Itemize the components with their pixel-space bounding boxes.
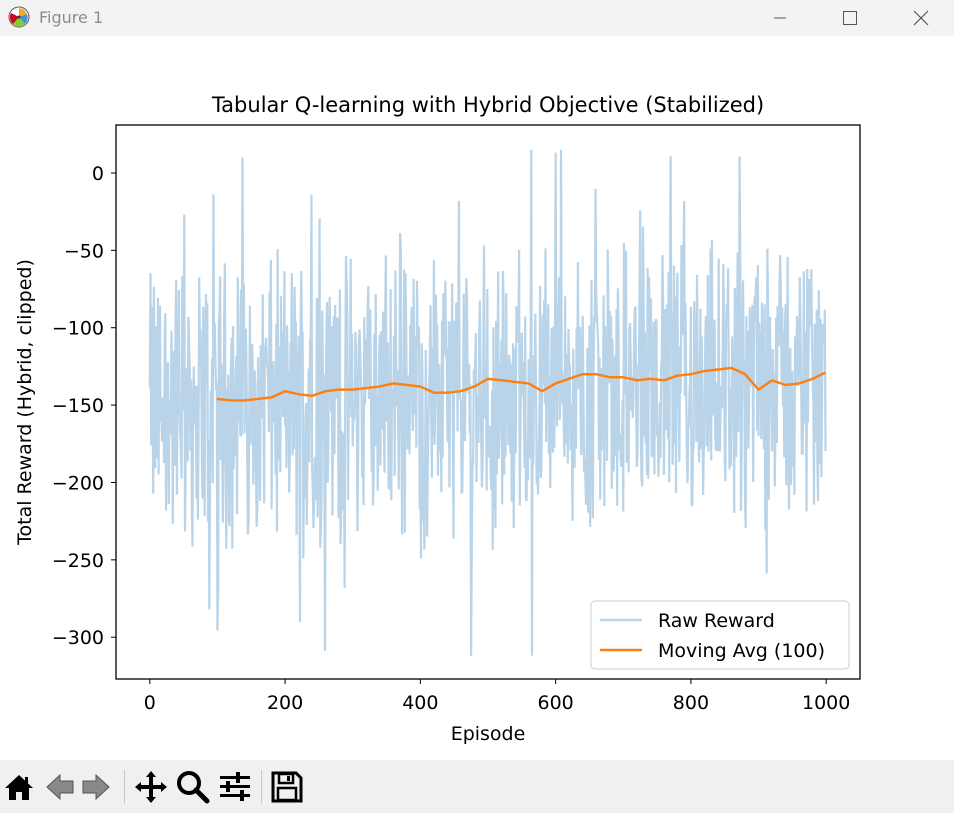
home-button[interactable]	[0, 768, 38, 806]
y-tick-label: −150	[52, 395, 104, 417]
save-icon	[271, 771, 303, 803]
window-title: Figure 1	[39, 8, 104, 27]
axes-frame	[115, 124, 861, 680]
y-tick-label: −250	[52, 550, 104, 572]
zoom-icon	[177, 771, 210, 804]
legend-moving-avg-label: Moving Avg (100)	[658, 640, 825, 662]
minimize-icon	[774, 17, 786, 19]
y-tick-label: −200	[52, 472, 104, 494]
legend-box	[590, 600, 850, 670]
chart-svg: Tabular Q-learning with Hybrid Objective…	[14, 93, 861, 745]
toolbar-separator	[124, 770, 125, 804]
forward-button[interactable]	[78, 768, 116, 806]
pan-button[interactable]	[132, 768, 170, 806]
y-tick-label: −50	[64, 240, 104, 262]
legend-raw-label: Raw Reward	[658, 610, 775, 632]
home-icon	[5, 775, 33, 800]
title-bar[interactable]: Figure 1	[0, 0, 954, 36]
y-axis-label: Total Reward (Hybrid, clipped)	[14, 259, 36, 546]
y-tick-label: −300	[52, 627, 104, 649]
zoom-button[interactable]	[174, 768, 212, 806]
y-tick-label: −100	[52, 318, 104, 340]
series-moving-avg-line	[216, 366, 827, 402]
pan-icon	[135, 771, 167, 803]
matplotlib-logo-icon	[8, 6, 30, 28]
x-axis-label: Episode	[451, 723, 526, 745]
minimize-button[interactable]	[757, 0, 803, 36]
forward-icon	[82, 773, 110, 801]
maximize-icon	[843, 11, 857, 25]
figure-canvas[interactable]: Tabular Q-learning with Hybrid Objective…	[0, 36, 954, 760]
x-tick-label: 200	[267, 692, 303, 714]
maximize-button[interactable]	[827, 0, 873, 36]
legend: Raw Reward Moving Avg (100)	[590, 600, 850, 670]
configure-subplots-icon	[220, 772, 250, 801]
close-button[interactable]	[898, 0, 944, 36]
back-button[interactable]	[40, 768, 78, 806]
close-icon	[913, 10, 929, 26]
x-tick-label: 0	[144, 692, 156, 714]
x-tick-label: 800	[673, 692, 709, 714]
toolbar-separator	[261, 770, 262, 804]
y-tick-label: 0	[92, 163, 104, 185]
configure-subplots-button[interactable]	[216, 768, 254, 806]
x-tick-label: 1000	[802, 692, 850, 714]
series-raw-reward-line	[148, 149, 827, 656]
chart-title: Tabular Q-learning with Hybrid Objective…	[211, 93, 764, 117]
back-icon	[46, 773, 74, 801]
save-button[interactable]	[268, 768, 306, 806]
x-tick-label: 600	[538, 692, 574, 714]
navigation-toolbar	[0, 760, 954, 813]
x-tick-label: 400	[402, 692, 438, 714]
